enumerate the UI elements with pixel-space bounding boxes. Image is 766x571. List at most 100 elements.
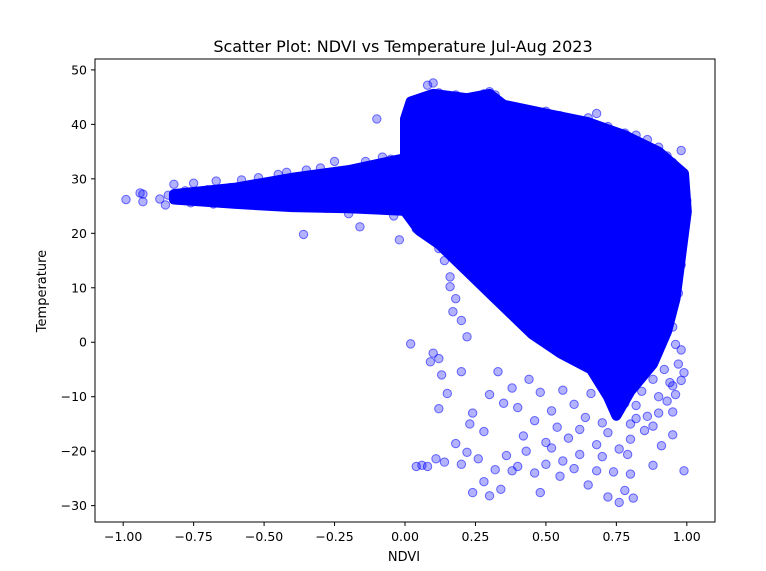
scatter-point: [620, 398, 630, 408]
scatter-point: [591, 108, 602, 119]
scatter-point: [456, 366, 467, 377]
scatter-point: [535, 487, 545, 498]
scatter-point: [608, 402, 619, 413]
scatter-point: [535, 387, 545, 398]
scatter-point: [673, 359, 684, 369]
x-tick-label: −0.50: [245, 529, 283, 544]
scatter-point: [676, 145, 686, 156]
scatter-point: [583, 480, 593, 490]
scatter-point: [186, 198, 196, 208]
scatter-point: [467, 487, 478, 498]
y-tick-label: −30: [61, 498, 87, 513]
scatter-point: [484, 86, 495, 97]
x-axis-title: NDVI: [388, 550, 420, 565]
scatter-point: [507, 466, 517, 476]
scatter-point: [442, 93, 452, 103]
scatter-point: [575, 424, 585, 435]
scatter-point: [614, 497, 624, 508]
scatter-point: [465, 419, 475, 429]
scatter-point: [403, 201, 413, 211]
scatter-point: [451, 90, 461, 100]
scatter-point: [490, 465, 500, 475]
y-axis-title: Temperature: [35, 250, 50, 333]
scatter-point: [662, 396, 672, 406]
scatter-point: [377, 152, 388, 162]
scatter-point: [414, 95, 424, 106]
scatter-point: [197, 191, 207, 201]
scatter-point: [603, 121, 613, 132]
scatter-point: [653, 408, 664, 418]
scatter-point: [160, 200, 171, 210]
scatter-point: [597, 418, 607, 428]
scatter-point: [445, 103, 455, 113]
scatter-point: [411, 224, 421, 234]
scatter-point: [679, 466, 689, 476]
scatter-point: [411, 461, 421, 472]
scatter-point: [287, 198, 297, 208]
scatter-point: [451, 293, 461, 304]
scatter-point: [422, 461, 433, 472]
scatter-point: [138, 197, 148, 207]
scatter-point: [456, 315, 467, 326]
scatter-point: [656, 441, 667, 451]
scatter-point: [180, 186, 190, 196]
scatter-point: [673, 288, 684, 298]
scatter-point: [529, 415, 540, 426]
x-axis: −1.00 −0.75 −0.50 −0.25 0.00 0.25 0.50 0.75 1.00: [104, 522, 701, 544]
scatter-point: [456, 107, 467, 118]
scatter-point: [366, 174, 376, 184]
scatter-point: [360, 156, 371, 167]
x-tick-label: 0.00: [391, 529, 419, 544]
scatter-point: [467, 92, 478, 102]
scatter-point: [507, 383, 517, 393]
scatter-point: [639, 425, 650, 436]
scatter-point: [648, 460, 658, 471]
scatter-point: [155, 194, 165, 204]
scatter-point: [442, 388, 452, 399]
scatter-point: [665, 377, 675, 388]
scatter-point: [541, 437, 551, 448]
scatter-point: [668, 157, 678, 168]
scatter-point: [217, 189, 227, 199]
scatter-point: [546, 406, 557, 416]
scatter-point: [498, 398, 509, 408]
scatter-point: [620, 485, 630, 496]
scatter-point: [400, 144, 410, 154]
scatter-point: [231, 197, 241, 207]
scatter-point: [603, 492, 613, 502]
scatter-point: [603, 427, 613, 438]
scatter-point: [456, 459, 467, 469]
scatter-point: [343, 208, 354, 219]
scatter-point: [453, 250, 464, 260]
scatter-point: [211, 176, 221, 186]
scatter-point: [580, 412, 591, 423]
scatter-point: [662, 151, 672, 161]
scatter-point: [527, 109, 537, 120]
scatter-point: [174, 193, 185, 203]
scatter-point: [608, 467, 619, 477]
scatter-point: [439, 206, 450, 217]
scatter-point: [462, 447, 472, 457]
scatter-point: [541, 106, 551, 116]
scatter-point: [569, 463, 579, 474]
scatter-point: [121, 194, 131, 205]
scatter-point: [622, 449, 633, 460]
scatter-point: [558, 385, 568, 395]
scatter-point: [546, 443, 557, 453]
scatter-point: [628, 493, 638, 503]
scatter-point: [479, 89, 489, 99]
scatter-point: [642, 411, 653, 422]
scatter-point: [451, 438, 461, 449]
scatter-point: [188, 178, 199, 188]
scatter-point: [676, 345, 686, 355]
scatter-point: [490, 90, 500, 100]
x-tick-label: 0.25: [462, 529, 490, 544]
scatter-point: [631, 413, 641, 424]
scatter-point: [439, 255, 450, 266]
y-tick-label: 10: [71, 280, 87, 295]
scatter-point: [513, 402, 523, 413]
scatter-point: [329, 156, 340, 167]
scatter-point: [653, 142, 664, 152]
scatter-point: [665, 305, 675, 316]
scatter-point: [394, 235, 405, 245]
